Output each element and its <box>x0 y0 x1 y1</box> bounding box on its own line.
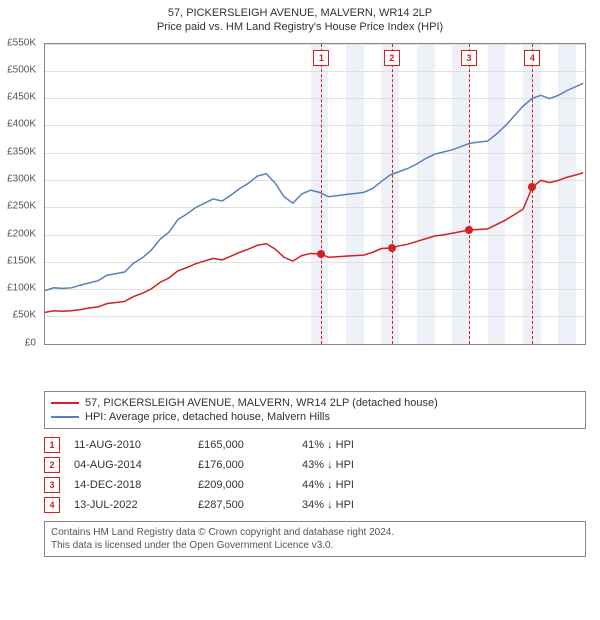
transaction-delta: 41% ↓ HPI <box>302 439 354 451</box>
sale-point-dot <box>317 250 325 258</box>
y-tick-label: £500K <box>7 64 40 75</box>
transaction-delta: 34% ↓ HPI <box>302 499 354 511</box>
legend: 57, PICKERSLEIGH AVENUE, MALVERN, WR14 2… <box>44 391 586 429</box>
transaction-table: 1 11-AUG-2010 £165,000 41% ↓ HPI 2 04-AUG-201… <box>44 435 586 515</box>
transaction-row: 4 13-JUL-2022 £287,500 34% ↓ HPI <box>44 495 586 515</box>
transaction-date: 11-AUG-2010 <box>74 439 184 451</box>
transaction-price: £176,000 <box>198 459 288 471</box>
transaction-marker: 3 <box>44 477 60 493</box>
legend-swatch <box>51 402 79 404</box>
y-tick-label: £350K <box>7 146 40 157</box>
chart-area: 1995199619971998199920002001200220032004… <box>44 43 586 345</box>
y-tick-label: £0 <box>25 337 40 348</box>
y-tick-label: £450K <box>7 92 40 103</box>
transaction-price: £209,000 <box>198 479 288 491</box>
footer-attribution: Contains HM Land Registry data © Crown c… <box>44 521 586 557</box>
transaction-marker: 4 <box>44 497 60 513</box>
transaction-row: 1 11-AUG-2010 £165,000 41% ↓ HPI <box>44 435 586 455</box>
transaction-date: 14-DEC-2018 <box>74 479 184 491</box>
legend-label: 57, PICKERSLEIGH AVENUE, MALVERN, WR14 2… <box>85 397 438 409</box>
gridline-h <box>45 344 585 345</box>
legend-row: HPI: Average price, detached house, Malv… <box>51 410 579 424</box>
y-tick-label: £200K <box>7 228 40 239</box>
plot-region: 1995199619971998199920002001200220032004… <box>44 43 586 345</box>
transaction-date: 13-JUL-2022 <box>74 499 184 511</box>
transaction-delta: 44% ↓ HPI <box>302 479 354 491</box>
footer-line1: Contains HM Land Registry data © Crown c… <box>51 526 579 539</box>
sale-point-dot <box>528 183 536 191</box>
legend-swatch <box>51 416 79 418</box>
title-line1: 57, PICKERSLEIGH AVENUE, MALVERN, WR14 2… <box>0 6 600 20</box>
transaction-delta: 43% ↓ HPI <box>302 459 354 471</box>
legend-label: HPI: Average price, detached house, Malv… <box>85 411 330 423</box>
y-tick-label: £250K <box>7 201 40 212</box>
chart-titles: 57, PICKERSLEIGH AVENUE, MALVERN, WR14 2… <box>0 0 600 37</box>
transaction-date: 04-AUG-2014 <box>74 459 184 471</box>
legend-row: 57, PICKERSLEIGH AVENUE, MALVERN, WR14 2… <box>51 396 579 410</box>
title-line2: Price paid vs. HM Land Registry's House … <box>0 20 600 34</box>
footer-line2: This data is licensed under the Open Gov… <box>51 539 579 552</box>
chart-container: 57, PICKERSLEIGH AVENUE, MALVERN, WR14 2… <box>0 0 600 620</box>
y-tick-label: £100K <box>7 283 40 294</box>
series-price <box>45 44 585 344</box>
y-tick-label: £400K <box>7 119 40 130</box>
y-tick-label: £50K <box>13 310 40 321</box>
y-tick-label: £300K <box>7 173 40 184</box>
transaction-marker: 1 <box>44 437 60 453</box>
sale-point-dot <box>465 226 473 234</box>
transaction-row: 2 04-AUG-2014 £176,000 43% ↓ HPI <box>44 455 586 475</box>
transaction-price: £287,500 <box>198 499 288 511</box>
y-tick-label: £150K <box>7 255 40 266</box>
transaction-row: 3 14-DEC-2018 £209,000 44% ↓ HPI <box>44 475 586 495</box>
transaction-price: £165,000 <box>198 439 288 451</box>
y-tick-label: £550K <box>7 37 40 48</box>
sale-point-dot <box>388 244 396 252</box>
transaction-marker: 2 <box>44 457 60 473</box>
